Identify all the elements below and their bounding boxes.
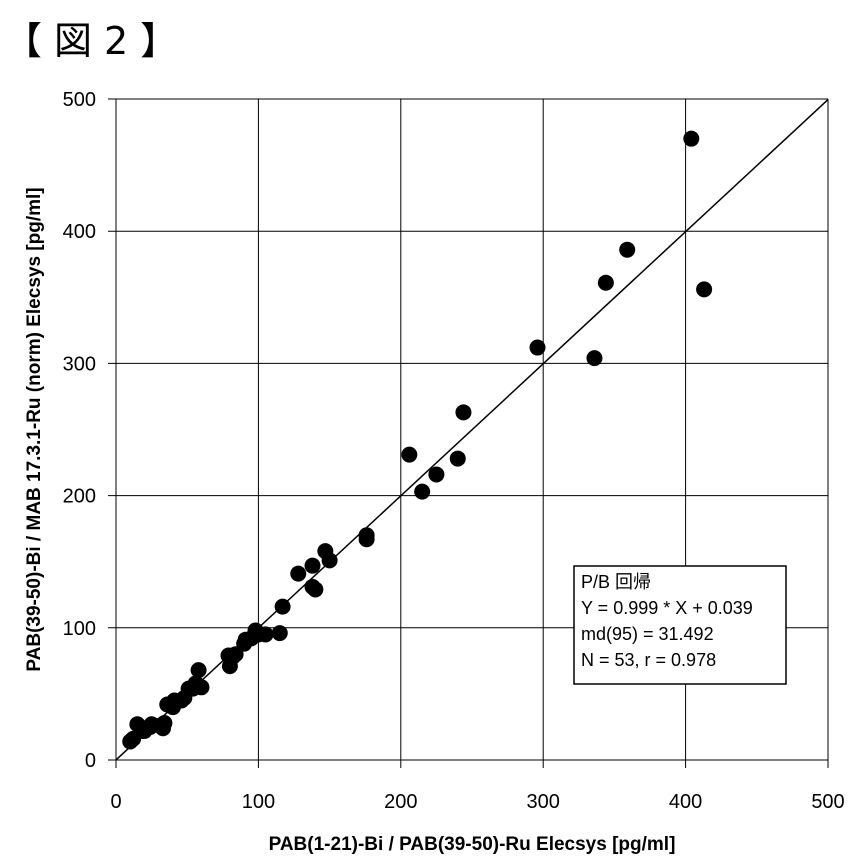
data-point (529, 339, 546, 356)
data-point (683, 130, 700, 147)
y-tick-label: 500 (63, 89, 96, 111)
data-point (257, 626, 274, 643)
data-point (401, 446, 418, 463)
data-point (321, 552, 338, 569)
x-tick-label: 0 (110, 791, 121, 813)
x-tick-label: 100 (242, 791, 275, 813)
x-axis-label: PAB(1-21)-Bi / PAB(39-50)-Ru Elecsys [pg… (269, 834, 676, 855)
y-axis-label: PAB(39-50)-Bi / MAB 17.3.1-Ru (norm) Ele… (24, 187, 45, 671)
x-tick-label: 500 (811, 791, 844, 813)
data-point (428, 466, 445, 483)
x-tick-label: 300 (527, 791, 560, 813)
legend-text: Y = 0.999 * X + 0.039 (581, 598, 753, 618)
data-point (290, 565, 307, 582)
y-tick-label: 400 (63, 221, 96, 243)
data-point (193, 679, 210, 696)
figure-label: 【図2】 (4, 19, 191, 63)
y-tick-label: 300 (63, 353, 96, 375)
data-point (619, 241, 636, 258)
data-point (271, 625, 288, 642)
legend-box (573, 565, 787, 685)
data-point (597, 274, 614, 291)
legend-text: N = 53, r = 0.978 (581, 650, 716, 670)
data-point (156, 714, 173, 731)
data-point (586, 350, 603, 367)
x-tick-label: 200 (384, 791, 417, 813)
data-point (274, 598, 291, 615)
y-tick-label: 100 (63, 618, 96, 640)
data-point (358, 527, 375, 544)
y-tick-label: 200 (63, 486, 96, 508)
data-point (455, 404, 472, 421)
data-point (696, 281, 713, 298)
x-tick-label: 400 (669, 791, 702, 813)
data-point (449, 450, 466, 467)
data-point (190, 662, 207, 679)
data-point (414, 483, 431, 500)
data-point (307, 581, 324, 598)
data-point (304, 557, 321, 574)
y-tick-label: 0 (85, 750, 96, 772)
legend-text: md(95) = 31.492 (581, 624, 714, 644)
legend-text: P/B 回帰 (581, 572, 651, 592)
